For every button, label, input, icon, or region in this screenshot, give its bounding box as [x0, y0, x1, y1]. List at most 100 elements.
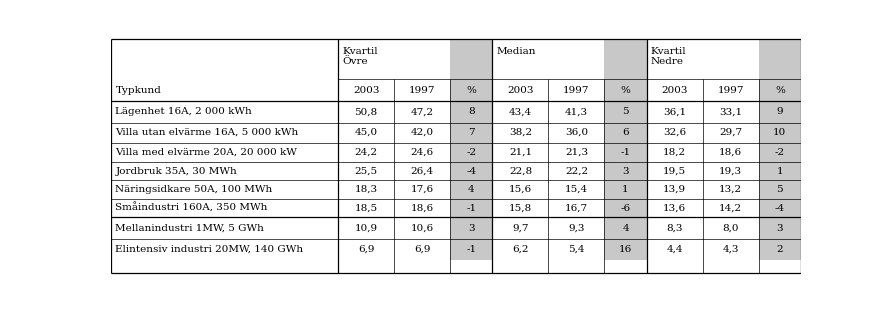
Bar [647, 79, 703, 101]
Bar [758, 162, 801, 180]
Text: 2003: 2003 [507, 86, 534, 95]
Bar [604, 101, 647, 123]
Bar [394, 142, 450, 162]
Bar [492, 217, 548, 239]
Bar [703, 39, 758, 79]
Bar [647, 101, 703, 123]
Text: 1997: 1997 [717, 86, 744, 95]
Text: 13,2: 13,2 [719, 185, 742, 194]
Bar [338, 180, 394, 199]
Bar [492, 101, 548, 123]
Bar [703, 101, 758, 123]
Text: Median: Median [497, 47, 536, 56]
Text: 2003: 2003 [352, 86, 379, 95]
Text: 9: 9 [776, 107, 783, 116]
Bar [758, 142, 801, 162]
Bar [604, 39, 647, 79]
Text: 22,8: 22,8 [509, 167, 532, 176]
Text: 36,1: 36,1 [663, 107, 686, 116]
Text: 4,4: 4,4 [667, 245, 683, 254]
Bar [450, 123, 492, 142]
Bar [703, 217, 758, 239]
Text: 5: 5 [776, 185, 783, 194]
Text: 18,3: 18,3 [354, 185, 377, 194]
Text: 45,0: 45,0 [354, 128, 377, 137]
Text: 41,3: 41,3 [565, 107, 588, 116]
Text: 8,0: 8,0 [723, 223, 739, 233]
Bar [492, 123, 548, 142]
Bar [338, 39, 394, 79]
Bar [548, 101, 604, 123]
Bar [758, 101, 801, 123]
Bar [338, 239, 394, 260]
Text: -6: -6 [620, 204, 631, 213]
Text: 36,0: 36,0 [565, 128, 588, 137]
Bar [111, 217, 338, 239]
Text: Småindustri 160A, 350 MWh: Småindustri 160A, 350 MWh [116, 203, 268, 213]
Bar [548, 162, 604, 180]
Text: 4,3: 4,3 [723, 245, 739, 254]
Bar [394, 79, 450, 101]
Bar [338, 162, 394, 180]
Text: 6,9: 6,9 [358, 245, 375, 254]
Bar [548, 39, 604, 79]
Bar [338, 101, 394, 123]
Text: 6: 6 [622, 128, 629, 137]
Bar [758, 239, 801, 260]
Bar [703, 239, 758, 260]
Text: 17,6: 17,6 [410, 185, 433, 194]
Bar [548, 180, 604, 199]
Bar [548, 123, 604, 142]
Bar [548, 79, 604, 101]
Bar [492, 162, 548, 180]
Text: -2: -2 [775, 148, 785, 157]
Text: 1997: 1997 [409, 86, 435, 95]
Bar [450, 217, 492, 239]
Bar [703, 180, 758, 199]
Text: 38,2: 38,2 [509, 128, 532, 137]
Text: 21,3: 21,3 [565, 148, 588, 157]
Text: Typkund: Typkund [116, 86, 161, 95]
Text: 15,4: 15,4 [565, 185, 588, 194]
Text: 32,6: 32,6 [663, 128, 686, 137]
Text: 33,1: 33,1 [719, 107, 742, 116]
Text: 8: 8 [468, 107, 474, 116]
Text: 18,6: 18,6 [719, 148, 742, 157]
Text: 50,8: 50,8 [354, 107, 377, 116]
Text: 1997: 1997 [563, 86, 590, 95]
Text: 18,2: 18,2 [663, 148, 686, 157]
Text: 21,1: 21,1 [509, 148, 532, 157]
Text: 16,7: 16,7 [565, 204, 588, 213]
Bar [338, 199, 394, 217]
Bar [758, 123, 801, 142]
Text: 24,6: 24,6 [410, 148, 433, 157]
Text: 19,5: 19,5 [663, 167, 686, 176]
Bar [338, 217, 394, 239]
Text: 10,9: 10,9 [354, 223, 377, 233]
Bar [548, 217, 604, 239]
Bar [450, 162, 492, 180]
Bar [394, 101, 450, 123]
Bar [338, 79, 394, 101]
Bar [647, 162, 703, 180]
Text: 9,3: 9,3 [568, 223, 585, 233]
Text: -1: -1 [466, 204, 476, 213]
Bar [450, 180, 492, 199]
Text: Kvartil
Nedre: Kvartil Nedre [651, 47, 686, 66]
Bar [492, 142, 548, 162]
Bar [604, 199, 647, 217]
Bar [450, 79, 492, 101]
Text: 3: 3 [468, 223, 474, 233]
Bar [111, 142, 338, 162]
Text: 1: 1 [622, 185, 629, 194]
Bar [394, 180, 450, 199]
Text: 6,2: 6,2 [512, 245, 529, 254]
Text: -1: -1 [620, 148, 631, 157]
Text: Jordbruk 35A, 30 MWh: Jordbruk 35A, 30 MWh [116, 167, 237, 176]
Text: 47,2: 47,2 [410, 107, 433, 116]
Bar [394, 123, 450, 142]
Text: 7: 7 [468, 128, 474, 137]
Bar [111, 199, 338, 217]
Text: -4: -4 [466, 167, 476, 176]
Bar [548, 142, 604, 162]
